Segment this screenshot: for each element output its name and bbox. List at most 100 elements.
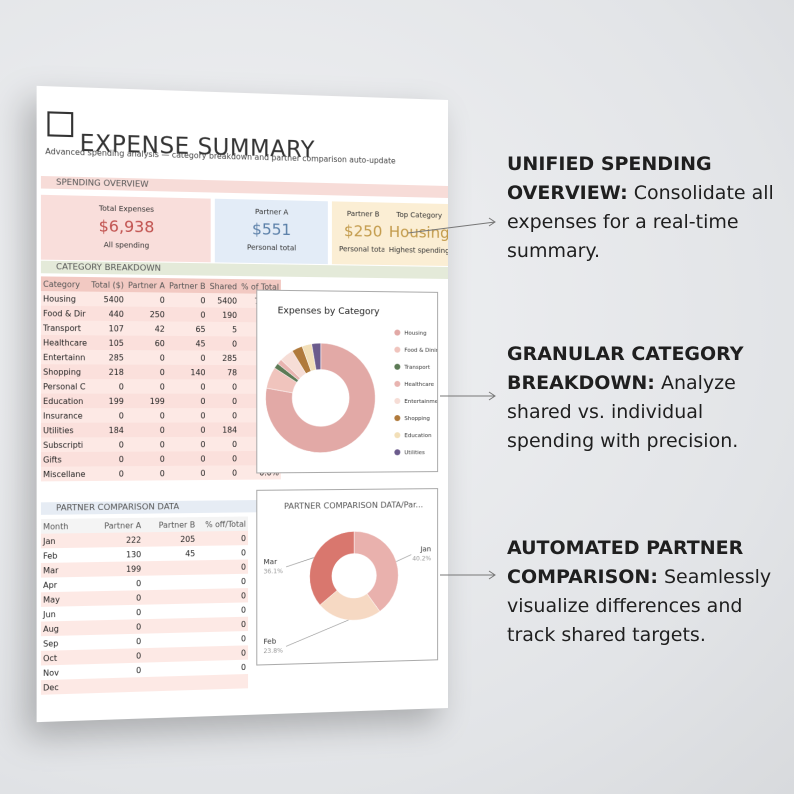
- table-cell: 5400: [217, 295, 238, 306]
- slice-value: 40.2%: [412, 555, 431, 562]
- partner-heading: PARTNER COMPARISON DATA: [40, 499, 263, 515]
- table-cell: 0: [241, 619, 246, 629]
- table-cell: 0: [159, 410, 165, 421]
- legend-swatch: [394, 380, 401, 387]
- table-cell: 0: [232, 453, 238, 463]
- legend-swatch: [394, 415, 401, 422]
- table-cell: May: [43, 594, 60, 605]
- column-header: Partner A: [128, 280, 165, 290]
- feature-1: UNIFIED SPENDING OVERVIEW: Consolidate a…: [507, 150, 787, 266]
- overview-card: Total Expenses $6,938 All spending: [40, 194, 211, 263]
- column-header: Category: [43, 279, 80, 289]
- table-cell: 205: [180, 534, 196, 544]
- table-cell: 0: [200, 453, 206, 464]
- legend-label: Housing: [404, 331, 427, 337]
- feature-heading: GRANULAR CATEGORY BREAKDOWN:: [507, 343, 744, 394]
- legend-label: Shopping: [404, 416, 430, 422]
- card-note: All spending: [103, 240, 150, 250]
- pie-slice: [278, 360, 301, 381]
- table-cell: [197, 674, 248, 690]
- table-cell: Food & Dir: [43, 308, 86, 319]
- table-cell: 0: [159, 439, 165, 449]
- table-cell: Transport: [43, 322, 81, 333]
- table-cell: 199: [126, 563, 142, 574]
- partner-chart-box: PARTNER COMPARISON DATA/Par... Jan 40.2% Fe…: [256, 488, 439, 666]
- table-cell: 0: [118, 381, 124, 392]
- table-row: Education199199002.9%: [40, 393, 281, 409]
- table-cell: 250: [149, 309, 165, 319]
- table-cell: 0: [136, 592, 142, 603]
- table-cell: 0: [200, 295, 206, 305]
- table-cell: Feb: [43, 550, 58, 561]
- table-cell: 0: [118, 454, 124, 464]
- overview-cards: Total Expenses $6,938 All spending Partner …: [40, 194, 448, 270]
- table-cell: 0: [159, 468, 165, 478]
- table-cell: Entertainn: [43, 352, 86, 362]
- legend-swatch: [394, 346, 401, 353]
- table-cell: 0: [241, 533, 246, 543]
- table-cell: Housing: [43, 293, 76, 304]
- table-cell: 0: [159, 352, 165, 363]
- legend-label: Entertainment: [404, 399, 437, 405]
- card-note: Highest spending: [388, 245, 448, 256]
- table-row: Insurance00002.7%: [40, 408, 281, 423]
- table-cell: [90, 677, 143, 693]
- table-cell: Aug: [43, 623, 59, 634]
- legend-label: Education: [404, 433, 432, 439]
- table-cell: Dec: [43, 682, 59, 693]
- table-cell: 0: [241, 647, 246, 658]
- table-cell: [143, 632, 197, 648]
- table-cell: Utilities: [43, 425, 74, 435]
- table-cell: 0: [200, 309, 206, 320]
- table-cell: 0: [159, 295, 165, 305]
- table-cell: 0: [200, 425, 206, 435]
- table-cell: Miscellane: [43, 469, 86, 479]
- table-cell: 42: [154, 323, 165, 334]
- table-row: Shopping2180140783.1%: [40, 364, 281, 380]
- column-header: % off/Total: [205, 519, 246, 529]
- table-cell: [143, 575, 197, 590]
- chart-icon: [47, 111, 74, 138]
- table-cell: Subscripti: [43, 439, 84, 450]
- category-table: Category Total ($) Partner A Partner B Share…: [40, 276, 281, 482]
- overview-card: Top Category Housing Highest spending: [384, 202, 448, 267]
- table-cell: 190: [222, 310, 238, 320]
- table-cell: Gifts: [43, 454, 62, 465]
- pie-slice: [281, 351, 306, 378]
- legend-swatch: [394, 432, 401, 439]
- table-cell: 285: [222, 353, 238, 363]
- table-cell: 65: [195, 324, 206, 334]
- table-cell: 222: [126, 534, 142, 545]
- leader-line: [286, 620, 348, 646]
- card-label: Partner A: [254, 207, 289, 217]
- partner-table: Month Partner A Partner B % off/Total Jan 222…: [40, 516, 249, 695]
- pie-slice: [292, 346, 311, 373]
- feature-3: AUTOMATED PARTNER COMPARISON: Seamlessly…: [507, 534, 787, 650]
- feature-heading: UNIFIED SPENDING OVERVIEW:: [507, 153, 712, 204]
- table-cell: 0: [200, 468, 206, 478]
- table-cell: Shopping: [43, 366, 81, 377]
- table-cell: 0: [159, 381, 165, 392]
- card-value: $551: [252, 220, 292, 240]
- category-chart: Expenses by Category Housing Food & Dining…: [257, 306, 444, 456]
- table-cell: 0: [118, 410, 124, 421]
- feature-body: Analyze shared vs. individual spending w…: [507, 372, 739, 452]
- leader-line: [396, 555, 411, 562]
- table-cell: Mar: [43, 565, 59, 575]
- table-cell: Apr: [43, 579, 58, 590]
- card-note: Personal total: [246, 243, 297, 253]
- legend-swatch: [394, 449, 401, 456]
- table-cell: 0: [241, 604, 246, 615]
- table-cell: 184: [108, 425, 124, 435]
- table-cell: 5400: [103, 294, 124, 304]
- table-cell: [143, 560, 197, 575]
- overview-card: Partner A $551 Personal total: [214, 198, 328, 265]
- table-cell: Healthcare: [43, 337, 88, 348]
- table-row: Miscellane00000.0%: [40, 465, 281, 482]
- table-cell: 0: [159, 454, 165, 464]
- table-cell: 0: [200, 439, 206, 449]
- table-cell: [143, 589, 197, 605]
- overview-heading: SPENDING OVERVIEW: [40, 175, 448, 198]
- table-cell: 0: [232, 396, 238, 406]
- slice-label: Jan: [419, 544, 431, 553]
